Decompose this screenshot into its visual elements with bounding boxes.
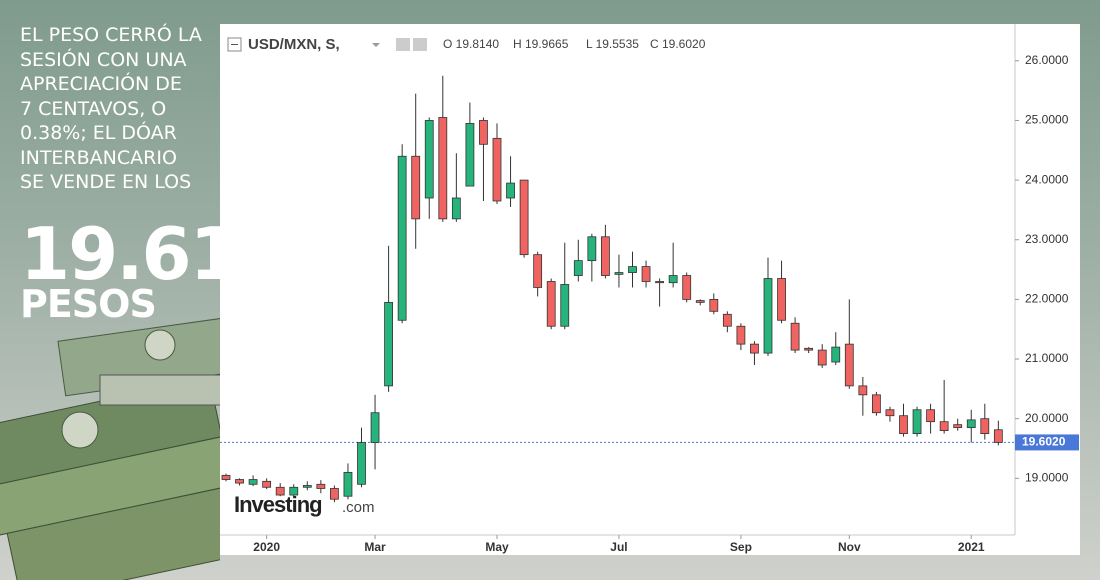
x-tick-label: 2021 <box>958 540 985 554</box>
headline-line: APRECIACIÓN DE <box>20 73 182 95</box>
headline-line: 7 CENTAVOS, O <box>20 97 167 120</box>
candle-body <box>668 275 678 284</box>
watermark: Investing <box>234 492 322 517</box>
candle-body <box>736 325 746 345</box>
candle-body <box>926 409 935 423</box>
candle-body <box>316 483 326 489</box>
y-tick-label: 22.0000 <box>1025 292 1069 306</box>
icon <box>413 38 427 51</box>
candle-body <box>248 479 258 485</box>
ohlc-value: O 19.8140 <box>443 37 499 51</box>
candle-body <box>614 272 624 275</box>
candle-body <box>763 278 773 354</box>
y-tick-label: 20.0000 <box>1025 411 1069 425</box>
candle-body <box>600 236 610 276</box>
candle-body <box>262 480 272 488</box>
candle-body <box>790 322 800 351</box>
candle-body <box>953 424 963 429</box>
candle-body <box>343 471 353 497</box>
candle-body <box>519 179 529 256</box>
headline-unit: PESOS <box>20 282 157 326</box>
candle-body <box>628 266 637 273</box>
candle-body <box>384 301 394 387</box>
headline-line: EL PESO CERRÓ LA <box>20 24 202 46</box>
candle-body <box>438 117 448 220</box>
money-illustration <box>0 317 220 580</box>
y-tick-label: 24.0000 <box>1025 172 1069 186</box>
headline-line: INTERBANCARIO <box>20 146 177 169</box>
candle-body <box>546 281 556 327</box>
candle-body <box>451 197 461 220</box>
headline-line: SE VENDE EN LOS <box>20 171 192 193</box>
candle-body <box>858 385 868 396</box>
ohlc-value: H 19.9665 <box>513 37 569 51</box>
candle-body <box>411 155 421 220</box>
candle-body <box>479 120 488 145</box>
symbol: USD/MXN, S, <box>248 36 340 53</box>
candle-body <box>831 346 841 363</box>
x-tick-label: Mar <box>364 540 386 554</box>
candle-body <box>560 284 570 327</box>
icon <box>396 38 410 51</box>
y-tick-label: 19.0000 <box>1025 471 1069 485</box>
y-tick-label: 21.0000 <box>1025 351 1069 365</box>
candle-body <box>655 281 665 284</box>
candle-body <box>844 343 854 387</box>
dropdown-icon <box>372 43 380 47</box>
candle-body <box>817 349 827 366</box>
candle-body <box>709 298 719 312</box>
ohlc-value: L 19.5535 <box>586 37 639 51</box>
ohlc-value: C 19.6020 <box>650 37 706 51</box>
chart: 19.0000 20.0000 21.0000 22.0000 23.0000 24.00… <box>220 24 1080 555</box>
candle-body <box>424 120 434 199</box>
candle-body <box>641 266 651 282</box>
y-tick-label: 25.0000 <box>1025 113 1069 127</box>
candle-body <box>899 415 908 434</box>
candle-body <box>872 394 881 414</box>
candle-body <box>506 182 515 199</box>
candle-body <box>777 278 786 321</box>
headline-line: SESIÓN CON UNA <box>20 48 187 71</box>
candle-body <box>885 409 895 417</box>
candle-body <box>357 442 366 485</box>
y-tick-label: 23.0000 <box>1025 232 1069 246</box>
last-price-label: 19.6020 <box>1022 435 1066 449</box>
candle-body <box>966 419 976 429</box>
candle-body <box>302 485 312 488</box>
candle-body <box>980 418 990 434</box>
candle-body <box>465 123 475 187</box>
watermark-suffix: .com <box>342 499 375 516</box>
x-tick-label: Jul <box>610 540 627 554</box>
candle-body <box>275 486 285 496</box>
candle-body <box>722 313 732 327</box>
x-tick-label: 2020 <box>253 540 280 554</box>
headline-line: 0.38%; EL DÓAR <box>20 122 177 144</box>
candle-body <box>695 300 705 303</box>
candle-body <box>397 155 407 321</box>
x-tick-label: May <box>485 540 509 554</box>
candle-body <box>993 429 1003 443</box>
candle-body <box>370 412 380 443</box>
last-price-tag <box>1015 434 1079 451</box>
candle-body <box>587 236 597 262</box>
candle-body <box>533 254 543 288</box>
candle-body <box>235 479 244 484</box>
candle-body <box>804 347 814 351</box>
candle-body <box>492 137 502 202</box>
candle-body <box>912 409 922 435</box>
candle-body <box>221 474 231 480</box>
x-tick-label: Nov <box>838 540 861 554</box>
candle-body <box>573 260 583 276</box>
headline-figure: 19.61 <box>20 212 240 296</box>
candle-body <box>330 488 339 500</box>
candle-body <box>939 421 949 432</box>
y-tick-label: 26.0000 <box>1025 53 1069 67</box>
candle-body <box>750 343 759 354</box>
x-tick-label: Sep <box>730 540 752 554</box>
candle-body <box>682 275 692 300</box>
candle-body <box>289 486 299 496</box>
